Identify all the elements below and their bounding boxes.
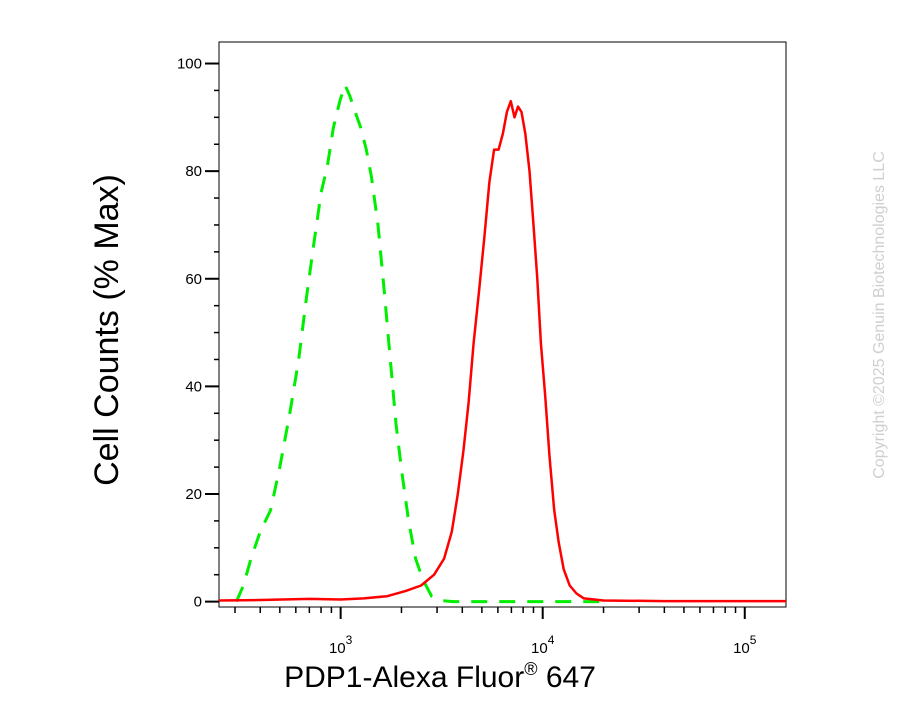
copyright-watermark: Copyright ©2025 Genuin Biotechnologies L… bbox=[871, 151, 888, 479]
x-axis-label-main: PDP1-Alexa Fluor bbox=[284, 661, 524, 694]
y-axis: 0 20 40 60 80 100 bbox=[177, 56, 219, 611]
x-tick-label: 103 bbox=[329, 633, 353, 657]
control-histogram-line bbox=[235, 83, 604, 604]
plot-frame bbox=[218, 41, 787, 608]
x-tick-label: 105 bbox=[733, 633, 757, 657]
y-axis-label: Cell Counts (% Max) bbox=[88, 174, 126, 486]
y-tick-label: 100 bbox=[177, 56, 202, 73]
x-axis-label-tail: 647 bbox=[537, 661, 595, 694]
y-tick-label: 20 bbox=[185, 486, 202, 503]
x-axis-label-sup: ® bbox=[524, 659, 537, 679]
x-axis: 103 104 105 bbox=[234, 607, 757, 657]
series-layer bbox=[218, 83, 786, 604]
sample-histogram-line bbox=[218, 99, 786, 603]
x-tick-label: 104 bbox=[531, 633, 555, 657]
y-tick-label: 60 bbox=[185, 271, 202, 288]
y-tick-label: 80 bbox=[185, 163, 202, 180]
y-tick-label: 40 bbox=[185, 378, 202, 395]
y-tick-label: 0 bbox=[194, 594, 202, 611]
x-axis-label: PDP1-Alexa Fluor® 647 bbox=[284, 659, 596, 694]
